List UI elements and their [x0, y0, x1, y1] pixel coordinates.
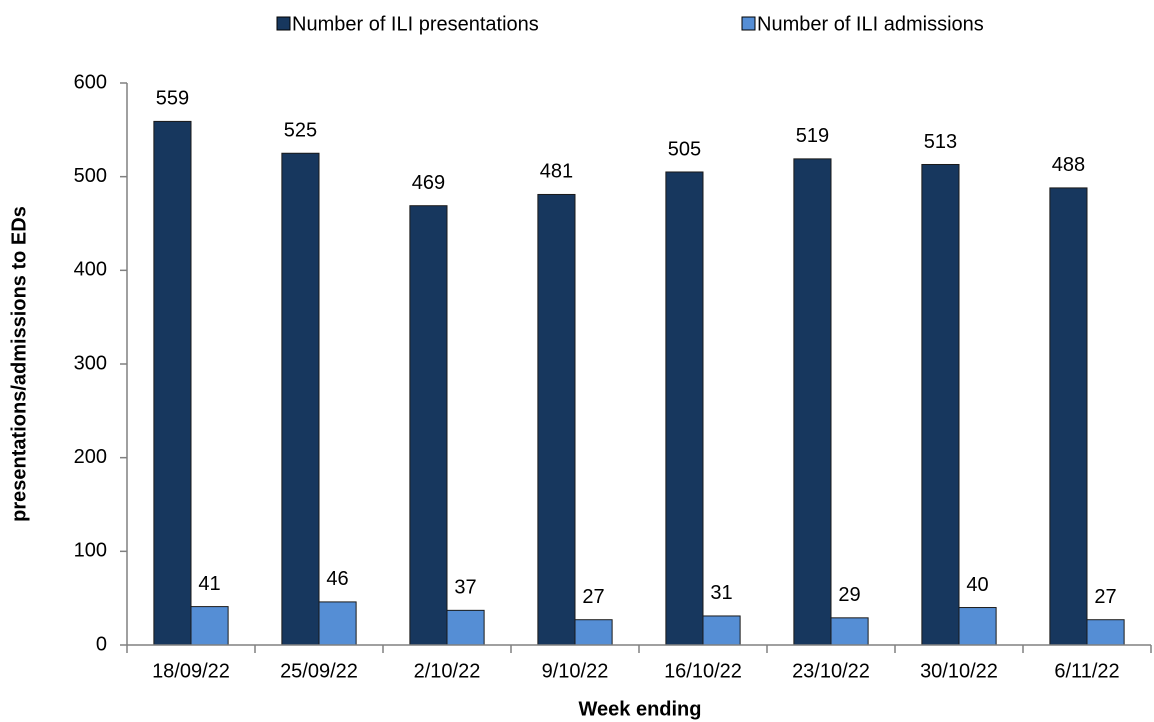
x-tick-label: 25/09/22 — [280, 660, 358, 682]
data-label: 469 — [412, 172, 445, 194]
y-tick-label: 400 — [74, 259, 107, 281]
data-label: 519 — [796, 125, 829, 147]
x-tick-label: 2/10/22 — [414, 660, 481, 682]
legend-swatch — [276, 16, 291, 31]
y-tick-label: 200 — [74, 446, 107, 468]
data-label: 29 — [838, 584, 860, 606]
data-label: 27 — [1094, 586, 1116, 608]
bar — [702, 615, 741, 646]
x-axis-title: Week ending — [579, 698, 702, 720]
y-tick-label: 300 — [74, 352, 107, 374]
data-label: 513 — [924, 131, 957, 153]
x-tick-label: 30/10/22 — [920, 660, 998, 682]
bar — [281, 152, 320, 646]
data-label: 488 — [1052, 154, 1085, 176]
bar — [921, 163, 960, 646]
data-label: 46 — [326, 568, 348, 590]
bar — [153, 120, 192, 646]
y-tick-label: 600 — [74, 71, 107, 93]
data-label: 559 — [156, 88, 189, 110]
x-tick-label: 6/11/22 — [1054, 660, 1119, 682]
bar — [574, 619, 613, 646]
data-label: 37 — [454, 577, 476, 599]
data-label: 41 — [198, 573, 220, 595]
legend-swatch — [741, 16, 756, 31]
x-tick-label: 9/10/22 — [542, 660, 609, 682]
data-label: 505 — [668, 138, 701, 160]
bar — [665, 171, 704, 646]
x-tick-label: 18/09/22 — [152, 660, 230, 682]
y-axis-title: presentations/admissions to EDs — [8, 206, 30, 522]
bar — [1049, 187, 1088, 646]
bar — [190, 606, 229, 646]
y-tick-label: 0 — [96, 633, 107, 655]
bar — [318, 601, 357, 646]
bar — [830, 617, 869, 646]
bar — [793, 158, 832, 646]
legend-label: Number of ILI admissions — [757, 13, 984, 35]
x-tick-label: 16/10/22 — [664, 660, 742, 682]
bar — [958, 607, 997, 646]
data-label: 525 — [284, 120, 317, 142]
legend-label: Number of ILI presentations — [292, 13, 539, 35]
data-label: 481 — [540, 161, 573, 183]
bar — [446, 609, 485, 646]
x-tick-label: 23/10/22 — [792, 660, 870, 682]
data-label: 27 — [582, 586, 604, 608]
y-tick-label: 500 — [74, 165, 107, 187]
bar — [1086, 619, 1125, 646]
data-label: 31 — [710, 582, 732, 604]
y-tick-label: 100 — [74, 540, 107, 562]
data-label: 40 — [966, 574, 988, 596]
bar — [537, 193, 576, 646]
bar — [409, 205, 448, 646]
